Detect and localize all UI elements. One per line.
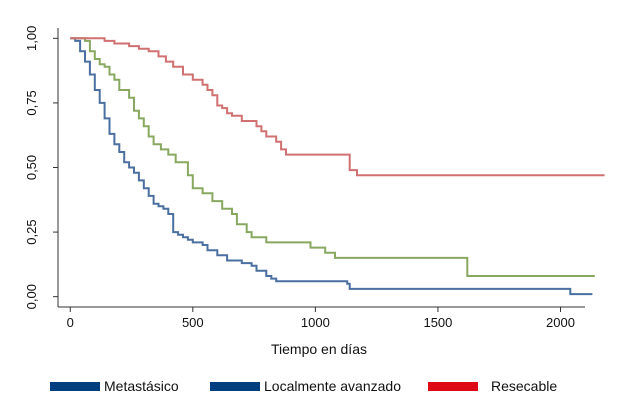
legend-swatch — [50, 382, 100, 391]
axes: 0,00 0,25 0,50 0,75 1,00 0 500 1000 1500 2000 — [24, 26, 585, 330]
survival-curves — [70, 37, 605, 296]
series-line-2 — [70, 37, 595, 277]
x-tick-label: 500 — [182, 315, 204, 330]
x-tick-label: 2000 — [546, 315, 575, 330]
legend-swatch — [428, 382, 478, 391]
legend-label: Localmente avanzado — [264, 378, 401, 394]
y-tick-label: 0,75 — [24, 90, 39, 115]
y-tick-label: 0,25 — [24, 219, 39, 244]
x-tick-label: 1000 — [301, 315, 330, 330]
y-tick-label: 1,00 — [24, 26, 39, 51]
legend-label: Metastásico — [104, 378, 179, 394]
y-tick-label: 0,50 — [24, 155, 39, 180]
x-tick-label: 1500 — [423, 315, 452, 330]
legend-label: Resecable — [491, 378, 557, 394]
legend: Metastásico Localmente avanzado Resecable — [50, 378, 557, 394]
x-tick-label: 0 — [67, 315, 74, 330]
legend-swatch — [210, 382, 260, 391]
y-tick-label: 0,00 — [24, 284, 39, 309]
x-axis-label: Tiempo en días — [271, 341, 367, 357]
series-line-1 — [70, 37, 593, 296]
series-line-3 — [70, 37, 605, 177]
